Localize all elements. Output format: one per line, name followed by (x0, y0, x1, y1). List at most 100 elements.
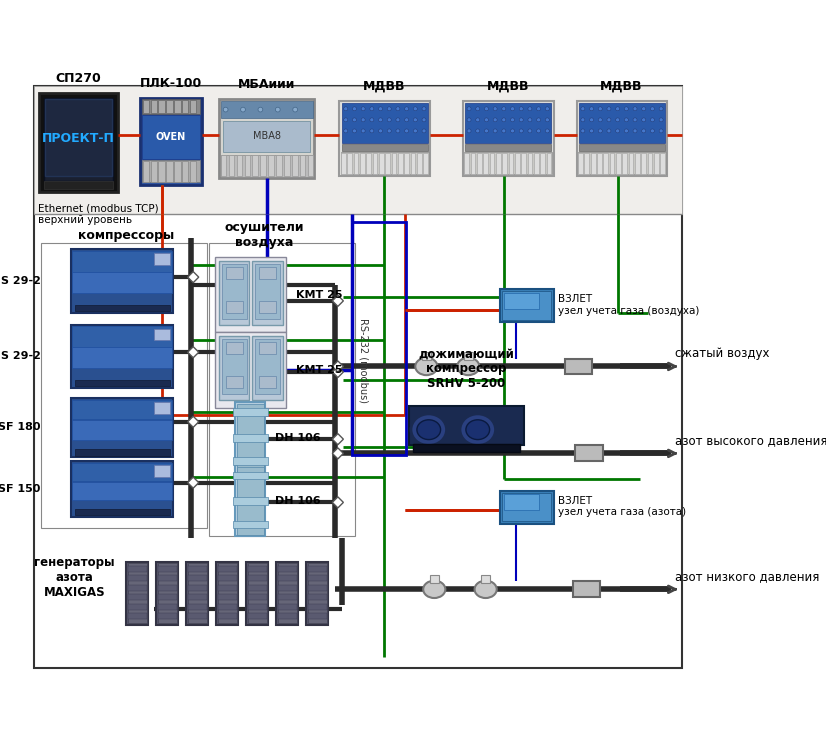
Text: азот низкого давления: азот низкого давления (676, 570, 819, 583)
Text: СП270: СП270 (55, 72, 102, 85)
Bar (166, 100, 173, 113)
Bar (308, 594, 327, 600)
Bar (540, 153, 545, 174)
Text: S 29-2: S 29-2 (1, 276, 40, 286)
Bar (219, 261, 249, 324)
Bar (342, 103, 428, 142)
Bar (128, 563, 146, 623)
Bar (71, 249, 173, 312)
Ellipse shape (396, 118, 400, 122)
Text: МБАиии: МБАиии (238, 79, 296, 91)
Ellipse shape (475, 581, 496, 598)
Bar (622, 153, 627, 174)
Text: дожимающий
компрессор
SRHV 5-200: дожимающий компрессор SRHV 5-200 (418, 347, 514, 390)
Bar (423, 153, 428, 174)
Ellipse shape (476, 118, 480, 122)
Bar (233, 521, 268, 528)
Bar (465, 103, 551, 142)
Text: МДВВ: МДВВ (363, 80, 406, 93)
Bar (352, 222, 406, 455)
Bar (342, 145, 428, 151)
Ellipse shape (590, 118, 594, 122)
Ellipse shape (413, 129, 417, 133)
Bar (225, 342, 243, 354)
Bar (186, 562, 208, 625)
Bar (183, 161, 188, 182)
Ellipse shape (223, 107, 228, 112)
Ellipse shape (396, 107, 400, 111)
Ellipse shape (607, 118, 611, 122)
Bar (341, 152, 429, 174)
Ellipse shape (413, 118, 417, 122)
Bar (34, 86, 681, 214)
Polygon shape (332, 361, 344, 372)
Bar (74, 380, 169, 387)
Bar (300, 155, 306, 176)
Bar (143, 100, 149, 113)
Ellipse shape (361, 129, 365, 133)
Bar (233, 497, 268, 505)
Ellipse shape (476, 129, 480, 133)
Bar (216, 257, 287, 332)
Text: ВЗЛЕТ
узел учета газа (воздуха): ВЗЛЕТ узел учета газа (воздуха) (558, 294, 699, 315)
Text: осушители
воздуха: осушители воздуха (225, 221, 304, 249)
Ellipse shape (633, 129, 637, 133)
Ellipse shape (528, 107, 532, 111)
Bar (259, 267, 276, 279)
Bar (276, 155, 282, 176)
Bar (223, 121, 311, 152)
Bar (413, 444, 520, 452)
Polygon shape (332, 448, 344, 459)
Bar (392, 153, 396, 174)
Ellipse shape (537, 107, 540, 111)
Ellipse shape (537, 129, 540, 133)
Bar (502, 153, 507, 174)
Ellipse shape (590, 129, 594, 133)
Ellipse shape (520, 118, 523, 122)
Bar (379, 153, 384, 174)
Polygon shape (188, 477, 199, 488)
Ellipse shape (485, 118, 488, 122)
Bar (188, 585, 206, 591)
Ellipse shape (405, 107, 409, 111)
Ellipse shape (545, 129, 549, 133)
Bar (641, 153, 646, 174)
Bar (154, 254, 169, 266)
Ellipse shape (361, 107, 365, 111)
Ellipse shape (370, 129, 374, 133)
Bar (142, 115, 201, 159)
Bar (348, 153, 352, 174)
Bar (128, 585, 146, 591)
Bar (660, 153, 665, 174)
Ellipse shape (370, 118, 374, 122)
Bar (502, 493, 551, 522)
Polygon shape (188, 416, 199, 427)
Ellipse shape (659, 118, 663, 122)
Ellipse shape (405, 118, 409, 122)
Text: азот высокого давления: азот высокого давления (676, 434, 826, 447)
Ellipse shape (537, 118, 540, 122)
Bar (218, 563, 237, 623)
Text: МДВВ: МДВВ (601, 80, 643, 93)
Bar (225, 301, 243, 312)
Polygon shape (332, 295, 344, 306)
Bar (218, 585, 237, 591)
Text: DH 106: DH 106 (274, 433, 320, 442)
Bar (292, 155, 297, 176)
Bar (308, 563, 327, 623)
Bar (237, 467, 263, 535)
Ellipse shape (387, 118, 392, 122)
Ellipse shape (510, 107, 515, 111)
Ellipse shape (353, 129, 357, 133)
Ellipse shape (598, 107, 602, 111)
Text: ПЛК-100: ПЛК-100 (140, 77, 202, 90)
Bar (421, 352, 431, 360)
Bar (248, 594, 267, 600)
Ellipse shape (624, 107, 629, 111)
Bar (308, 155, 313, 176)
Bar (635, 153, 640, 174)
Bar (306, 562, 329, 625)
Bar (339, 101, 430, 176)
Polygon shape (188, 347, 199, 358)
Bar (417, 153, 421, 174)
